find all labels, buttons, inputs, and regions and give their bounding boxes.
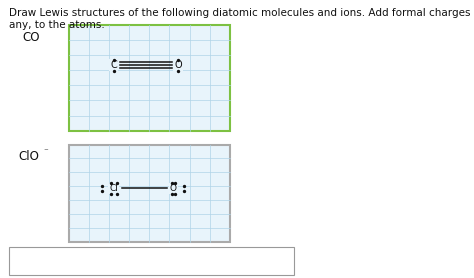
Text: O: O <box>170 184 177 193</box>
Text: Double click on an atom to type a different element symbol.
Click on the +/- but: Double click on an atom to type a differ… <box>15 252 287 271</box>
Text: ⁻: ⁻ <box>44 147 48 156</box>
Text: CO: CO <box>22 31 39 44</box>
Text: C: C <box>110 60 117 70</box>
Bar <box>9 247 294 275</box>
Text: Cl: Cl <box>109 184 118 193</box>
Text: O: O <box>174 60 182 70</box>
Text: Draw Lewis structures of the following diatomic molecules and ions. Add formal c: Draw Lewis structures of the following d… <box>9 8 474 30</box>
Text: ClO: ClO <box>18 150 39 163</box>
Bar <box>69 25 230 131</box>
Bar <box>69 145 230 242</box>
